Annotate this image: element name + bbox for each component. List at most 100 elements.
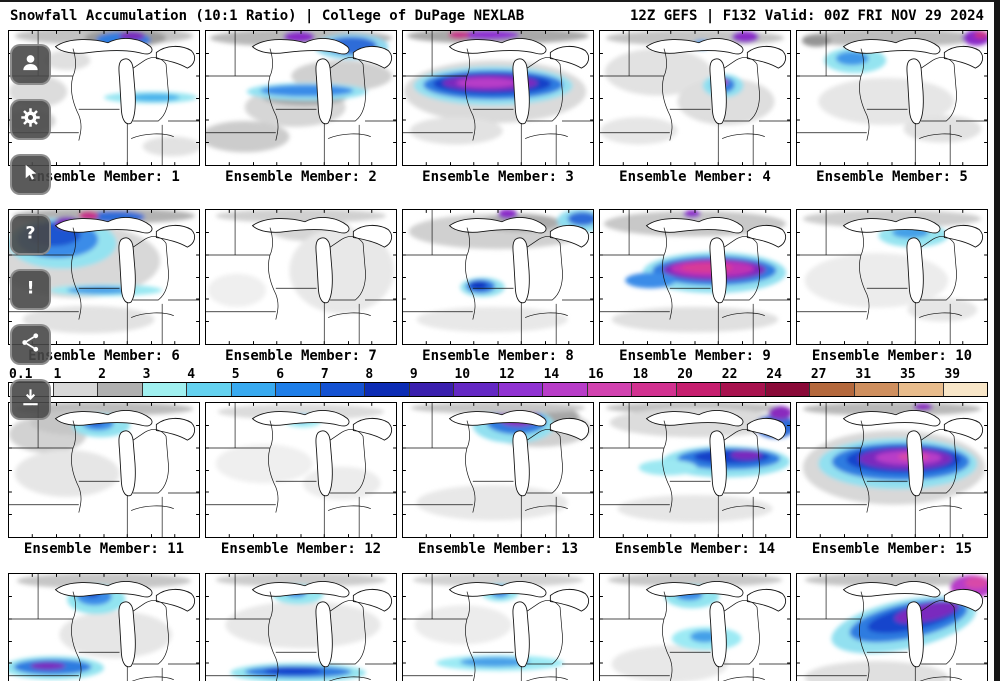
ensemble-row — [0, 402, 1000, 538]
colorbar-tick: 6 — [276, 367, 285, 382]
colorbar-tick: 31 — [855, 367, 872, 382]
snowfall-map — [403, 31, 593, 165]
ensemble-map-panel[interactable] — [8, 573, 200, 681]
colorbar-segment — [943, 383, 987, 396]
colorbar-segment — [498, 383, 543, 396]
ensemble-row — [0, 30, 1000, 166]
exclamation-button[interactable]: ! — [10, 269, 51, 310]
ensemble-map-panel[interactable] — [205, 402, 397, 538]
question-button[interactable]: ? — [10, 214, 51, 255]
colorbar-tick: 14 — [543, 367, 560, 382]
colorbar-segment — [231, 383, 276, 396]
colorbar-segment — [409, 383, 454, 396]
colorbar-segment — [454, 383, 499, 396]
colorbar-tick: 9 — [409, 367, 418, 382]
colorbar-segment — [765, 383, 810, 396]
ensemble-member-label: Ensemble Member: 3 — [422, 169, 574, 185]
ensemble-map-panel[interactable] — [8, 209, 200, 345]
colorbar-tick: 1 — [53, 367, 62, 382]
ensemble-map-panel[interactable] — [402, 209, 594, 345]
colorbar-tick: 3 — [142, 367, 151, 382]
ensemble-map-panel[interactable] — [599, 573, 791, 681]
ensemble-map-panel[interactable] — [599, 30, 791, 166]
model-run-info: 12Z GEFS | F132 Valid: 00Z FRI NOV 29 20… — [629, 8, 984, 24]
scrollbar-track[interactable] — [994, 0, 1000, 681]
ensemble-grid-bottom: Ensemble Member: 11 Ensemble Member: 12 En… — [0, 402, 1000, 681]
snowfall-map — [9, 574, 199, 681]
colorbar-segment — [276, 383, 321, 396]
snowfall-map — [206, 31, 396, 165]
ensemble-member-label: Ensemble Member: 11 — [23, 541, 185, 557]
colorbar-tick: 8 — [365, 367, 374, 382]
colorbar-segment — [543, 383, 588, 396]
ensemble-map-panel[interactable] — [796, 573, 988, 681]
window-top-edge — [0, 0, 1000, 2]
snowfall-map — [797, 574, 987, 681]
snowfall-map — [797, 210, 987, 344]
ensemble-member-label: Ensemble Member: 8 — [422, 348, 574, 364]
colorbar-tick: 7 — [320, 367, 329, 382]
svg-text:!: ! — [27, 278, 35, 298]
colorbar-tick: 4 — [187, 367, 196, 382]
snowfall-map — [9, 403, 199, 537]
ensemble-map-panel[interactable] — [205, 30, 397, 166]
ensemble-map-panel[interactable] — [599, 402, 791, 538]
colorbar-tick: 39 — [944, 367, 961, 382]
colorbar-tick: 18 — [632, 367, 649, 382]
person-icon — [19, 51, 42, 78]
colorbar-tick: 16 — [588, 367, 604, 382]
colorbar-tick: 35 — [899, 367, 916, 382]
ensemble-map-panel[interactable] — [796, 209, 988, 345]
colorbar-tick: 20 — [677, 367, 693, 382]
ensemble-map-panel[interactable] — [205, 573, 397, 681]
snowfall-map — [797, 31, 987, 165]
ensemble-map-panel[interactable] — [8, 402, 200, 538]
snowfall-map — [797, 403, 987, 537]
ensemble-map-panel[interactable] — [599, 209, 791, 345]
share-icon — [19, 331, 42, 358]
ensemble-row — [0, 209, 1000, 345]
colorbar-segment — [899, 383, 944, 396]
ensemble-map-panel[interactable] — [402, 402, 594, 538]
colorbar-scale — [8, 382, 988, 397]
snowfall-map — [206, 403, 396, 537]
snowfall-map — [206, 210, 396, 344]
cursor-button[interactable] — [10, 154, 51, 195]
download-button[interactable] — [10, 379, 51, 420]
ensemble-member-label: Ensemble Member: 9 — [619, 348, 771, 364]
colorbar-segment — [187, 383, 232, 396]
ensemble-member-label: Ensemble Member: 7 — [225, 348, 377, 364]
snowfall-map — [9, 210, 199, 344]
colorbar-segment — [676, 383, 721, 396]
colorbar-segment — [98, 383, 143, 396]
gear-icon — [19, 106, 42, 133]
snowfall-map — [403, 403, 593, 537]
person-button[interactable] — [10, 44, 51, 85]
colorbar-segment — [365, 383, 410, 396]
colorbar-segment — [320, 383, 365, 396]
ensemble-map-panel[interactable] — [796, 402, 988, 538]
snowfall-map — [403, 210, 593, 344]
svg-text:?: ? — [25, 223, 35, 243]
colorbar-tick-labels: 0.1 1 2 3 4 5 6 7 8 9 10 12 14 16 18 20 22 24 27 31 35 39 — [8, 367, 988, 382]
ensemble-member-label: Ensemble Member: 12 — [220, 541, 382, 557]
ensemble-map-panel[interactable] — [402, 573, 594, 681]
ensemble-map-panel[interactable] — [205, 209, 397, 345]
colorbar-segment — [142, 383, 187, 396]
ensemble-label-row: Ensemble Member: 6 Ensemble Member: 7 Ense… — [0, 348, 1000, 364]
share-button[interactable] — [10, 324, 51, 365]
gear-button[interactable] — [10, 99, 51, 140]
snowfall-map — [600, 210, 790, 344]
ensemble-member-label: Ensemble Member: 5 — [816, 169, 968, 185]
colorbar-segment — [53, 383, 98, 396]
snowfall-map — [206, 574, 396, 681]
ensemble-member-label: Ensemble Member: 2 — [225, 169, 377, 185]
colorbar-tick: 12 — [499, 367, 515, 382]
download-icon — [19, 386, 42, 413]
ensemble-map-panel[interactable] — [796, 30, 988, 166]
ensemble-label-row: Ensemble Member: 1 Ensemble Member: 2 Ense… — [0, 169, 1000, 185]
snowfall-map — [600, 31, 790, 165]
ensemble-map-panel[interactable] — [402, 30, 594, 166]
ensemble-member-label: Ensemble Member: 6 — [28, 348, 180, 364]
